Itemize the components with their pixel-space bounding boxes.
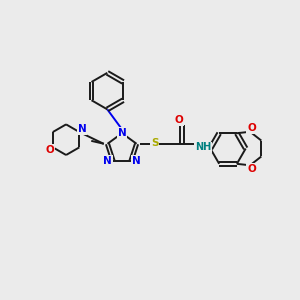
Text: N: N	[103, 156, 112, 166]
Text: N: N	[132, 156, 141, 166]
Text: O: O	[247, 164, 256, 174]
Text: N: N	[78, 124, 87, 134]
Text: S: S	[151, 138, 159, 148]
Text: O: O	[175, 115, 184, 125]
Text: N: N	[118, 128, 126, 138]
Text: O: O	[46, 145, 54, 155]
Text: O: O	[247, 123, 256, 133]
Text: NH: NH	[195, 142, 211, 152]
